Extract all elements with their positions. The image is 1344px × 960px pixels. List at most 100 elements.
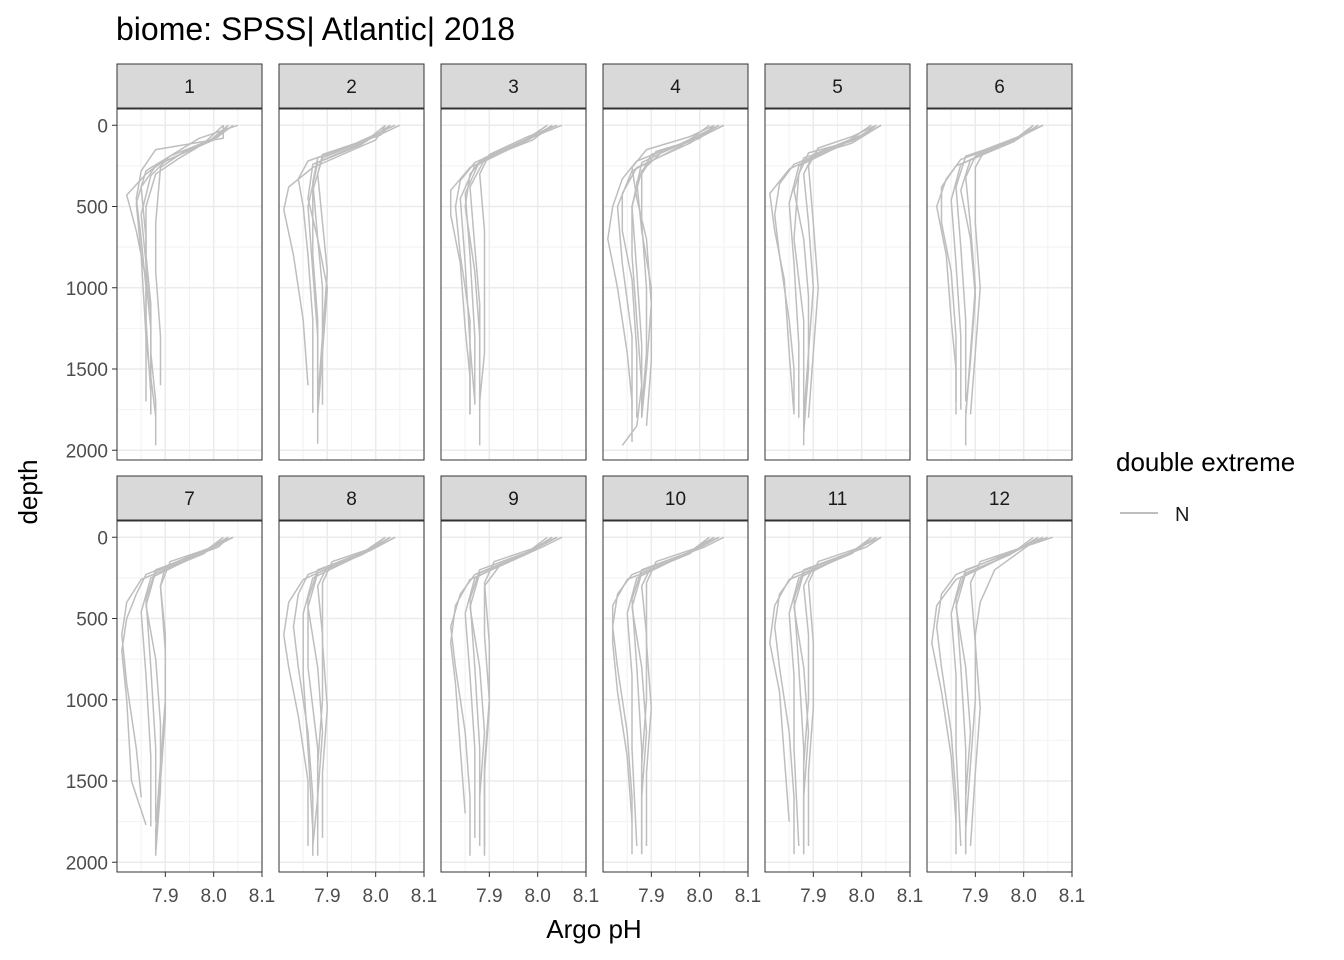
profile-line (631, 124, 715, 418)
panel-border (278, 520, 425, 873)
y-axes: 0 500 1000 1500 2000 0 500 1000 1500 2000 (66, 116, 117, 874)
x-tick-label: 7.9 (962, 886, 988, 907)
profile-line (321, 536, 391, 838)
profile-line (135, 124, 239, 402)
profile-line (793, 124, 877, 418)
facet-panel-9: 9 (440, 475, 587, 873)
facet-panel-12: 12 (926, 475, 1073, 873)
facet-panels: 1 2 3 4 5 67 8 9 10 11 12 (116, 63, 1073, 873)
x-tick-label: 8.1 (411, 886, 437, 907)
x-tick-label: 8.1 (897, 886, 923, 907)
panel-border (116, 520, 263, 873)
x-tick-label: 8.0 (848, 886, 874, 907)
x-tick-label: 7.9 (476, 886, 502, 907)
facet-strip-label: 12 (989, 489, 1010, 510)
profile-line (636, 124, 715, 426)
profile-line (125, 124, 229, 417)
profile-line (807, 536, 882, 846)
profile-line (616, 124, 710, 410)
profile-line (478, 124, 558, 402)
y-tick-label: 500 (76, 610, 108, 631)
y-tick-label: 500 (76, 198, 108, 219)
facet-panel-8: 8 (278, 475, 425, 873)
profile-line (483, 536, 558, 846)
legend-label: N (1175, 504, 1189, 526)
facet-strip (764, 63, 911, 109)
profile-line (154, 536, 229, 847)
facet-strip (602, 63, 749, 109)
panel-border (764, 520, 911, 873)
x-tick-label: 7.9 (314, 886, 340, 907)
facet-strip-label: 1 (184, 77, 195, 98)
profile-line (969, 124, 1044, 415)
facet-strip (278, 63, 425, 109)
y-axis-title: depth (13, 459, 43, 524)
chart-title: biome: SPSS| Atlantic| 2018 (116, 11, 515, 47)
x-tick-label: 8.0 (524, 886, 550, 907)
facet-panel-1: 1 (116, 63, 263, 461)
x-tick-label: 7.9 (152, 886, 178, 907)
y-tick-label: 0 (97, 528, 108, 549)
x-axes: 7.9 8.0 8.1 7.9 8.0 8.1 7.9 8.0 8.1 7.9 8.0 8.1 7.9 8… (152, 872, 1085, 907)
facet-strip (926, 475, 1073, 521)
y-tick-label: 1000 (66, 279, 108, 300)
panel-border (116, 108, 263, 461)
x-tick-label: 8.1 (573, 886, 599, 907)
y-tick-label: 1000 (66, 691, 108, 712)
facet-strip-label: 5 (832, 77, 843, 98)
facet-panel-10: 10 (602, 475, 749, 873)
profile-line (788, 124, 872, 418)
profile-line (459, 124, 548, 402)
panel-border (440, 520, 587, 873)
x-tick-label: 8.1 (1059, 886, 1085, 907)
facet-strip (440, 475, 587, 521)
profile-line (645, 536, 720, 846)
facet-panel-3: 3 (440, 63, 587, 461)
x-tick-label: 8.1 (249, 886, 275, 907)
profile-line (307, 124, 386, 402)
facet-panel-6: 6 (926, 63, 1073, 461)
panel-border (764, 108, 911, 461)
profile-line (793, 124, 882, 435)
y-tick-label: 1500 (66, 772, 108, 793)
facet-panel-4: 4 (602, 63, 749, 461)
panel-border (602, 108, 749, 461)
panel-border (440, 108, 587, 461)
y-tick-label: 0 (97, 116, 108, 137)
profile-line (769, 124, 872, 415)
profile-line (283, 124, 386, 386)
panel-border (602, 520, 749, 873)
facet-strip-label: 2 (346, 77, 357, 98)
profile-line (312, 124, 396, 415)
facet-strip (116, 475, 263, 521)
panel-border (926, 108, 1073, 461)
x-tick-label: 8.0 (686, 886, 712, 907)
x-tick-label: 8.1 (735, 886, 761, 907)
facet-panel-2: 2 (278, 63, 425, 461)
facet-panel-11: 11 (764, 475, 911, 873)
profile-line (807, 124, 877, 418)
x-tick-label: 8.0 (362, 886, 388, 907)
x-tick-label: 8.0 (200, 886, 226, 907)
facet-strip-label: 7 (184, 489, 195, 510)
profile-line (464, 536, 558, 838)
profile-line (302, 536, 391, 830)
facet-strip-label: 9 (508, 489, 519, 510)
facet-strip-label: 10 (665, 489, 686, 510)
panel-border (278, 108, 425, 461)
facet-strip-label: 8 (346, 489, 357, 510)
profile-line (140, 536, 229, 827)
facet-strip (764, 475, 911, 521)
profile-line (464, 124, 553, 405)
facet-strip (602, 475, 749, 521)
facet-strip-label: 3 (508, 77, 519, 98)
x-tick-label: 7.9 (638, 886, 664, 907)
profile-line (621, 124, 720, 418)
facet-strip-label: 4 (670, 77, 681, 98)
x-axis-title: Argo pH (546, 914, 641, 944)
y-tick-label: 2000 (66, 441, 108, 462)
profile-line (969, 536, 1049, 847)
profile-line (283, 536, 386, 846)
profile-line (950, 536, 1044, 847)
